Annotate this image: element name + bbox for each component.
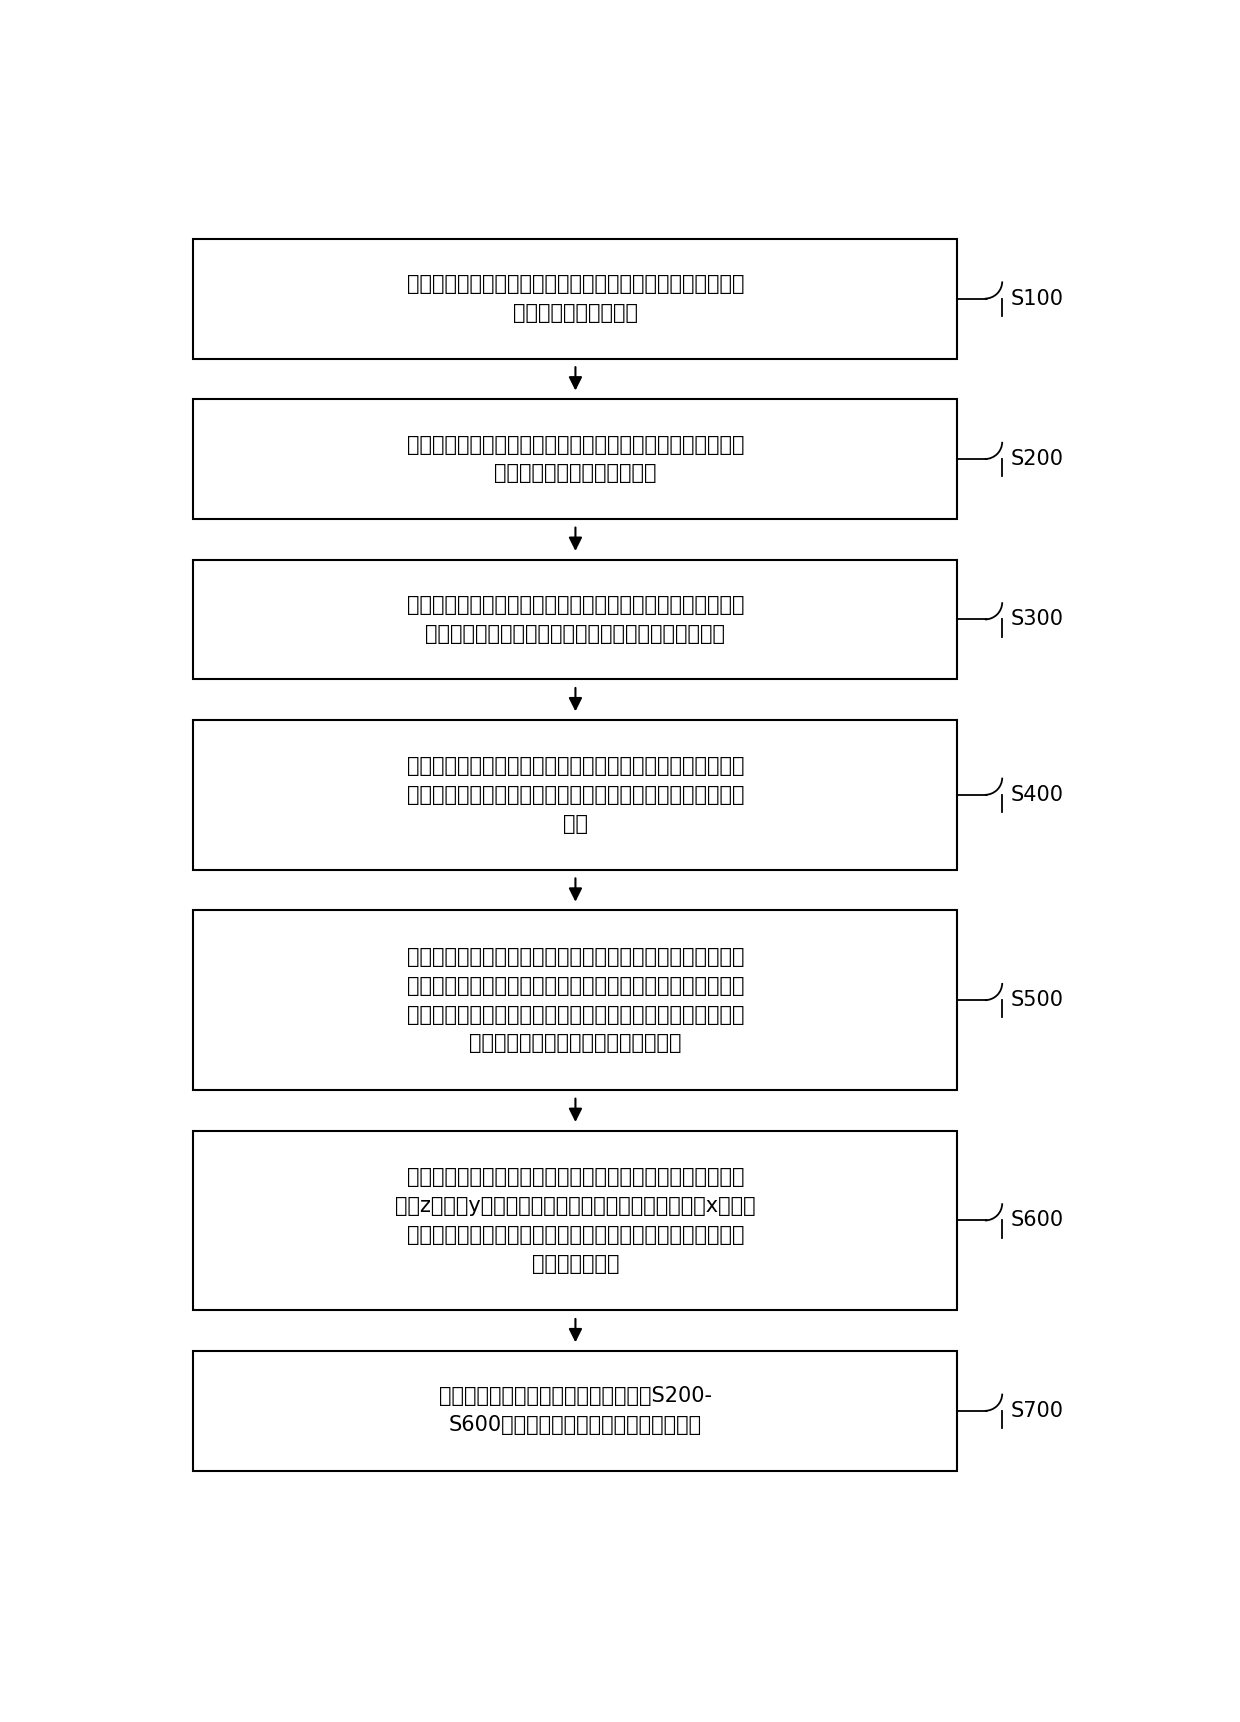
Text: 对所述边坡三维地质模型的地质面进行属性赋值，将当前面属
性传递到对应面的网格节点上: 对所述边坡三维地质模型的地质面进行属性赋值，将当前面属 性传递到对应面的网格节点…: [407, 434, 744, 484]
Bar: [193, 720, 957, 870]
Bar: [193, 239, 957, 358]
Bar: [193, 1352, 957, 1471]
Text: S700: S700: [1011, 1400, 1063, 1421]
Bar: [193, 1131, 957, 1310]
Text: 获取边坡三维地质模型，所述边坡三维地质模型包括地表面、
地层底面、边坡开挖面: 获取边坡三维地质模型，所述边坡三维地质模型包括地表面、 地层底面、边坡开挖面: [407, 274, 744, 324]
Text: 创建剖面线，根据坡面线坐标，得到剖面线所在竖直面方程，
得到当前三维模型里所有网格面节点的最大最小高程值: 创建剖面线，根据坡面线坐标，得到剖面线所在竖直面方程， 得到当前三维模型里所有网…: [407, 596, 744, 644]
Text: S100: S100: [1011, 289, 1063, 308]
Text: 将边坡三维地质模型的其他面对象重复S200-
S600的步骤，创建生成边坡二维计算剖面: 将边坡三维地质模型的其他面对象重复S200- S600的步骤，创建生成边坡二维计…: [439, 1386, 712, 1434]
Text: 构建空间立方体对边坡模型中的某一面对象的三角网格进行检
索，根据预设规则对三角网格进行删选，得到该面对象的新网
格面: 构建空间立方体对边坡模型中的某一面对象的三角网格进行检 索，根据预设规则对三角网…: [407, 756, 744, 833]
Text: S500: S500: [1011, 990, 1063, 1011]
Bar: [193, 400, 957, 518]
Bar: [193, 560, 957, 680]
Text: 对新网格面的三角网格与剖面进行求交计算，得到该网格面与
剖面的所有交点坐标，依次连接交点即可得出网格面与剖面的
交线，同时把当前面三角网格节点的属性也传递到交点: 对新网格面的三角网格与剖面进行求交计算，得到该网格面与 剖面的所有交点坐标，依次…: [407, 947, 744, 1054]
Text: S200: S200: [1011, 449, 1063, 468]
Text: S300: S300: [1011, 610, 1063, 630]
Bar: [193, 911, 957, 1090]
Text: 提取当前面对象所有的交点坐标、剖面线端点的坐标，将交点
坐标z转化为y，水平方向上与剖面线端点的距离转化为x，通过
转化后的坐标绘制二维剖面上的线段，同时将交点: 提取当前面对象所有的交点坐标、剖面线端点的坐标，将交点 坐标z转化为y，水平方向…: [396, 1168, 755, 1274]
Text: S600: S600: [1011, 1211, 1064, 1231]
Text: S400: S400: [1011, 785, 1063, 804]
